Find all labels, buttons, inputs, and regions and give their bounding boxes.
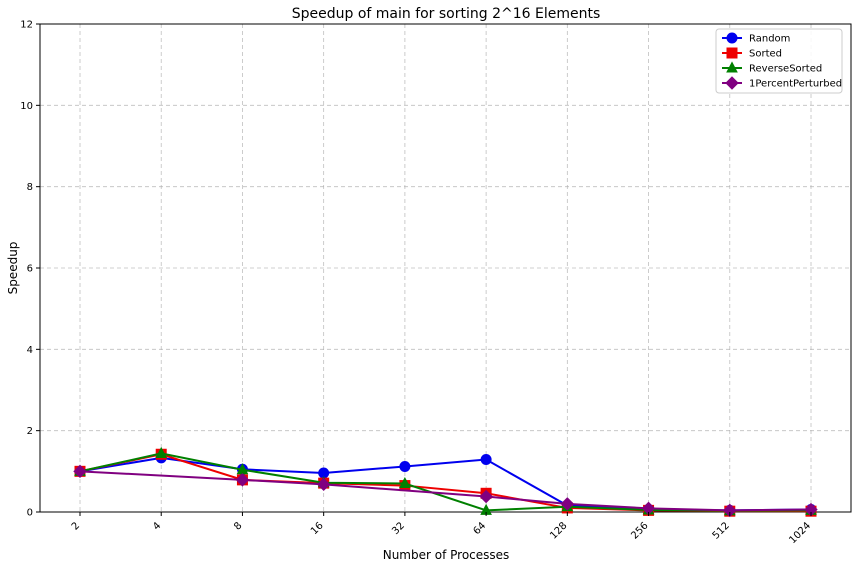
legend-label-ReverseSorted: ReverseSorted [749,64,822,75]
y-tick-label: 8 [27,182,33,193]
data-point-1PercentPerturbed-8 [235,473,250,487]
y-axis-label: Speedup [6,242,20,295]
data-point-1PercentPerturbed-128 [560,497,575,511]
data-point-1PercentPerturbed-2 [73,464,87,479]
legend-label-Random: Random [749,34,790,45]
legend-label-1PercentPerturbed: 1PercentPerturbed [749,79,842,90]
y-tick-label: 12 [20,20,33,31]
legend-marker-Random [726,32,738,44]
data-point-Random-32 [399,460,411,472]
legend-label-Sorted: Sorted [749,49,782,60]
y-tick-label: 0 [27,508,33,519]
y-tick-label: 6 [27,264,33,275]
series-layer [73,446,818,518]
legend: Random Sorted ReverseSorted 1PercentPerturb… [715,28,843,94]
legend-box [715,28,843,94]
data-point-1PercentPerturbed-16 [316,477,331,492]
series-line-ReverseSorted [79,452,812,512]
data-point-1PercentPerturbed-64 [479,489,493,504]
legend-marker-ReverseSorted [726,61,738,73]
y-tick-label: 2 [27,426,33,437]
y-tick-label: 4 [27,345,33,356]
y-tick-label: 10 [20,101,33,112]
legend-marker-1PercentPerturbed [725,76,739,90]
data-point-ReverseSorted-32 [399,476,411,489]
data-point-ReverseSorted-4 [155,446,168,458]
series-1PercentPerturbed [73,464,818,518]
x-axis-label: Number of Processes [383,548,510,562]
data-point-Random-64 [480,454,492,466]
legend-marker-Sorted [726,47,738,59]
data-point-1PercentPerturbed-512 [723,503,737,518]
chart-title: Speedup of main for sorting 2^16 Element… [292,6,601,22]
series-line-1PercentPerturbed [79,470,812,512]
